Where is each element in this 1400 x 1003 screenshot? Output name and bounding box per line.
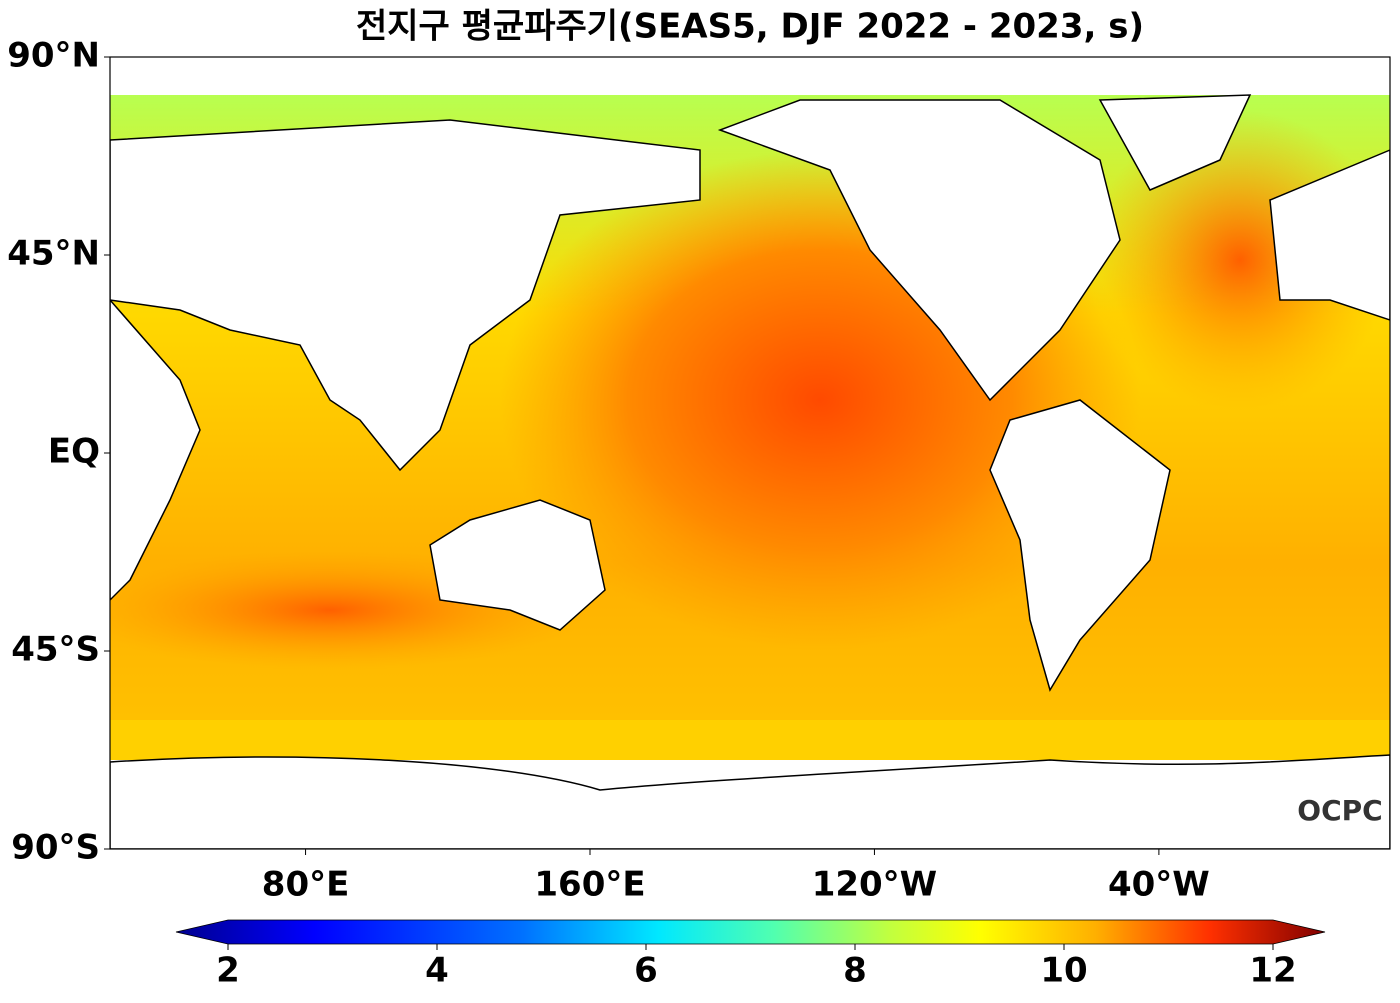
colorbar-tick-label: 6 <box>634 951 658 991</box>
y-tick-label: 45°N <box>7 234 100 274</box>
x-tick-label: 160°E <box>534 865 645 905</box>
colorbar-tick-label: 4 <box>425 951 449 991</box>
colorbar-tick-label: 10 <box>1040 951 1087 991</box>
y-tick-label: 90°S <box>11 828 100 868</box>
colorbar-tick-label: 2 <box>216 951 240 991</box>
y-tick-label: EQ <box>48 432 100 472</box>
logo: OCPC <box>1297 794 1382 827</box>
y-tick-label: 45°S <box>11 630 100 670</box>
x-tick-label: 120°W <box>812 865 937 905</box>
colorbar-tick-label: 12 <box>1249 951 1296 991</box>
map-title: 전지구 평균파주기(SEAS5, DJF 2022 - 2023, s) <box>356 7 1144 47</box>
colorbar-tick-label: 8 <box>843 951 867 991</box>
x-tick-label: 40°W <box>1108 865 1210 905</box>
x-tick-label: 80°E <box>262 865 350 905</box>
y-tick-label: 90°N <box>7 36 100 76</box>
map-field <box>110 94 1390 849</box>
colorbar <box>175 919 1326 945</box>
